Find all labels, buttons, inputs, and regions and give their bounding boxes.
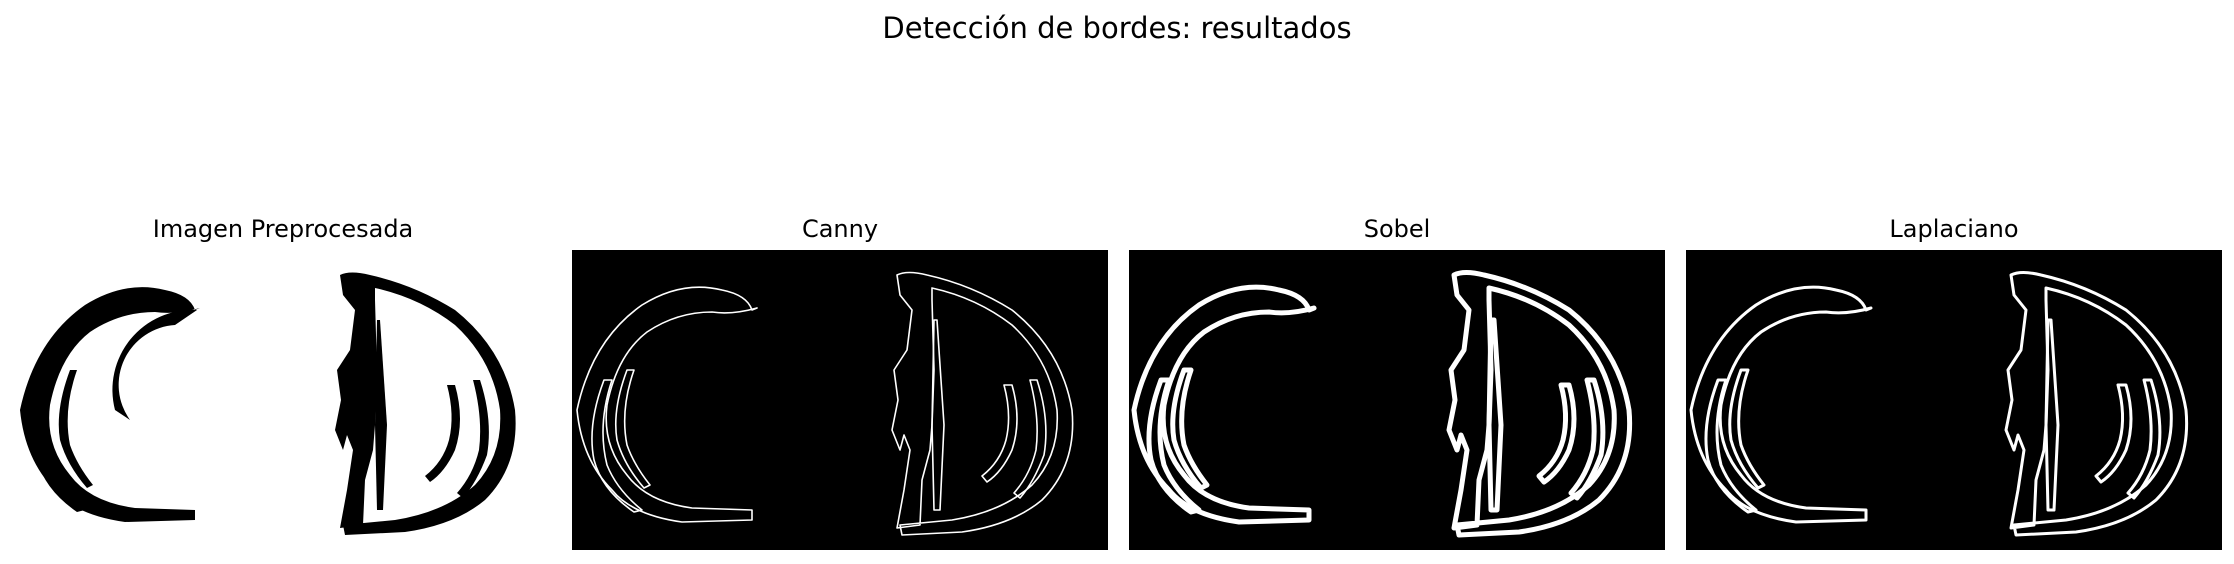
- preprocessed-image-graphic: [15, 250, 551, 550]
- laplacian-image-graphic: [1686, 250, 2222, 550]
- sobel-image: [1129, 250, 1665, 550]
- canny-image: [572, 250, 1108, 550]
- laplacian-image: [1686, 250, 2222, 550]
- panel-title-canny: Canny: [801, 215, 879, 243]
- panel-title-laplacian: Laplaciano: [1889, 215, 2019, 243]
- figure-title: Detección de bordes: resultados: [882, 11, 1352, 45]
- panel-title-preprocessed: Imagen Preprocesada: [152, 215, 414, 243]
- canny-image-graphic: [572, 250, 1108, 550]
- preprocessed-image: [15, 250, 551, 550]
- panel-title-sobel: Sobel: [1363, 215, 1431, 243]
- sobel-image-graphic: [1129, 250, 1665, 550]
